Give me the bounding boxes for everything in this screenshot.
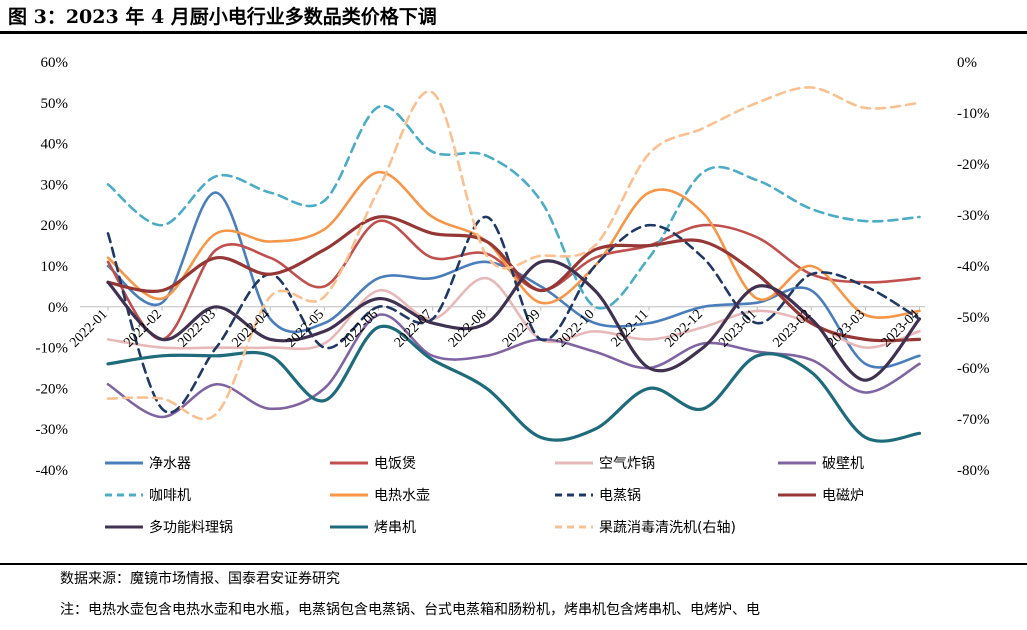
legend-label-10: 果蔬消毒清洗机(右轴) — [599, 520, 736, 536]
y-left-tick-label: 10% — [41, 259, 69, 275]
series-line-8 — [106, 259, 922, 382]
y-right-tick-label: -70% — [957, 412, 990, 428]
y-left-tick-label: -30% — [36, 422, 69, 438]
y-right-tick-label: -50% — [957, 310, 990, 326]
legend-label-5: 电热水壶 — [374, 488, 430, 504]
source-note: 数据来源：魔镜市场情报、国泰君安证券研究 — [60, 571, 340, 587]
legend-label-6: 电蒸锅 — [599, 488, 641, 504]
x-tick-label: 2022-04 — [230, 307, 274, 351]
series-line-4 — [106, 104, 921, 310]
series-line-7 — [106, 215, 922, 343]
legend-label-2: 空气炸锅 — [599, 456, 655, 472]
series-line-9 — [106, 324, 922, 443]
y-left-tick-label: 30% — [41, 177, 69, 193]
legend-label-1: 电饭煲 — [374, 455, 416, 472]
legend-label-4: 咖啡机 — [149, 488, 191, 504]
legend-label-3: 破壁机 — [822, 456, 864, 472]
y-right-tick-label: -80% — [957, 463, 990, 479]
y-left-tick-label: 0% — [48, 300, 68, 316]
y-right-tick-label: -60% — [957, 361, 990, 377]
legend-label-8: 多功能料理锅 — [149, 519, 233, 536]
footnote: 注：电热水壶包含电热水壶和电水瓶，电蒸锅包含电蒸锅、台式电蒸箱和肠粉机，烤串机包… — [60, 602, 760, 618]
legend-label-7: 电磁炉 — [822, 488, 864, 504]
y-right-tick-label: -30% — [957, 208, 990, 224]
y-right-tick-label: -20% — [957, 157, 990, 173]
y-left-tick-label: 20% — [41, 218, 69, 234]
x-tick-label: 2022-01 — [67, 307, 111, 351]
title-rule — [0, 31, 1027, 34]
chart-svg: 60% 50% 40% 30% 20% 10% 0% -10% -20% -30% -40% 0% -1… — [36, 55, 990, 536]
chart-title: 图 3：2023 年 4 月厨小电行业多数品类价格下调 — [8, 6, 437, 28]
legend-label-9: 烤串机 — [374, 520, 416, 536]
footer-rule — [0, 563, 1027, 565]
series-line-3 — [106, 313, 921, 419]
series-line-10 — [106, 86, 921, 421]
y-left-tick-label: -10% — [36, 341, 69, 357]
y-left-tick-label: 50% — [41, 96, 69, 112]
y-left-tick-label: -20% — [36, 381, 69, 397]
y-right-tick-label: -40% — [957, 259, 990, 275]
y-left-tick-label: 60% — [41, 55, 69, 71]
legend-label-0: 净水器 — [149, 456, 191, 472]
series-line-2 — [106, 276, 921, 351]
y-right-tick-label: -10% — [957, 106, 990, 122]
y-right-tick-label: 0% — [957, 55, 977, 71]
y-left-tick-label: -40% — [36, 463, 69, 479]
y-left-tick-label: 40% — [41, 137, 69, 153]
series-line-6 — [106, 215, 921, 414]
